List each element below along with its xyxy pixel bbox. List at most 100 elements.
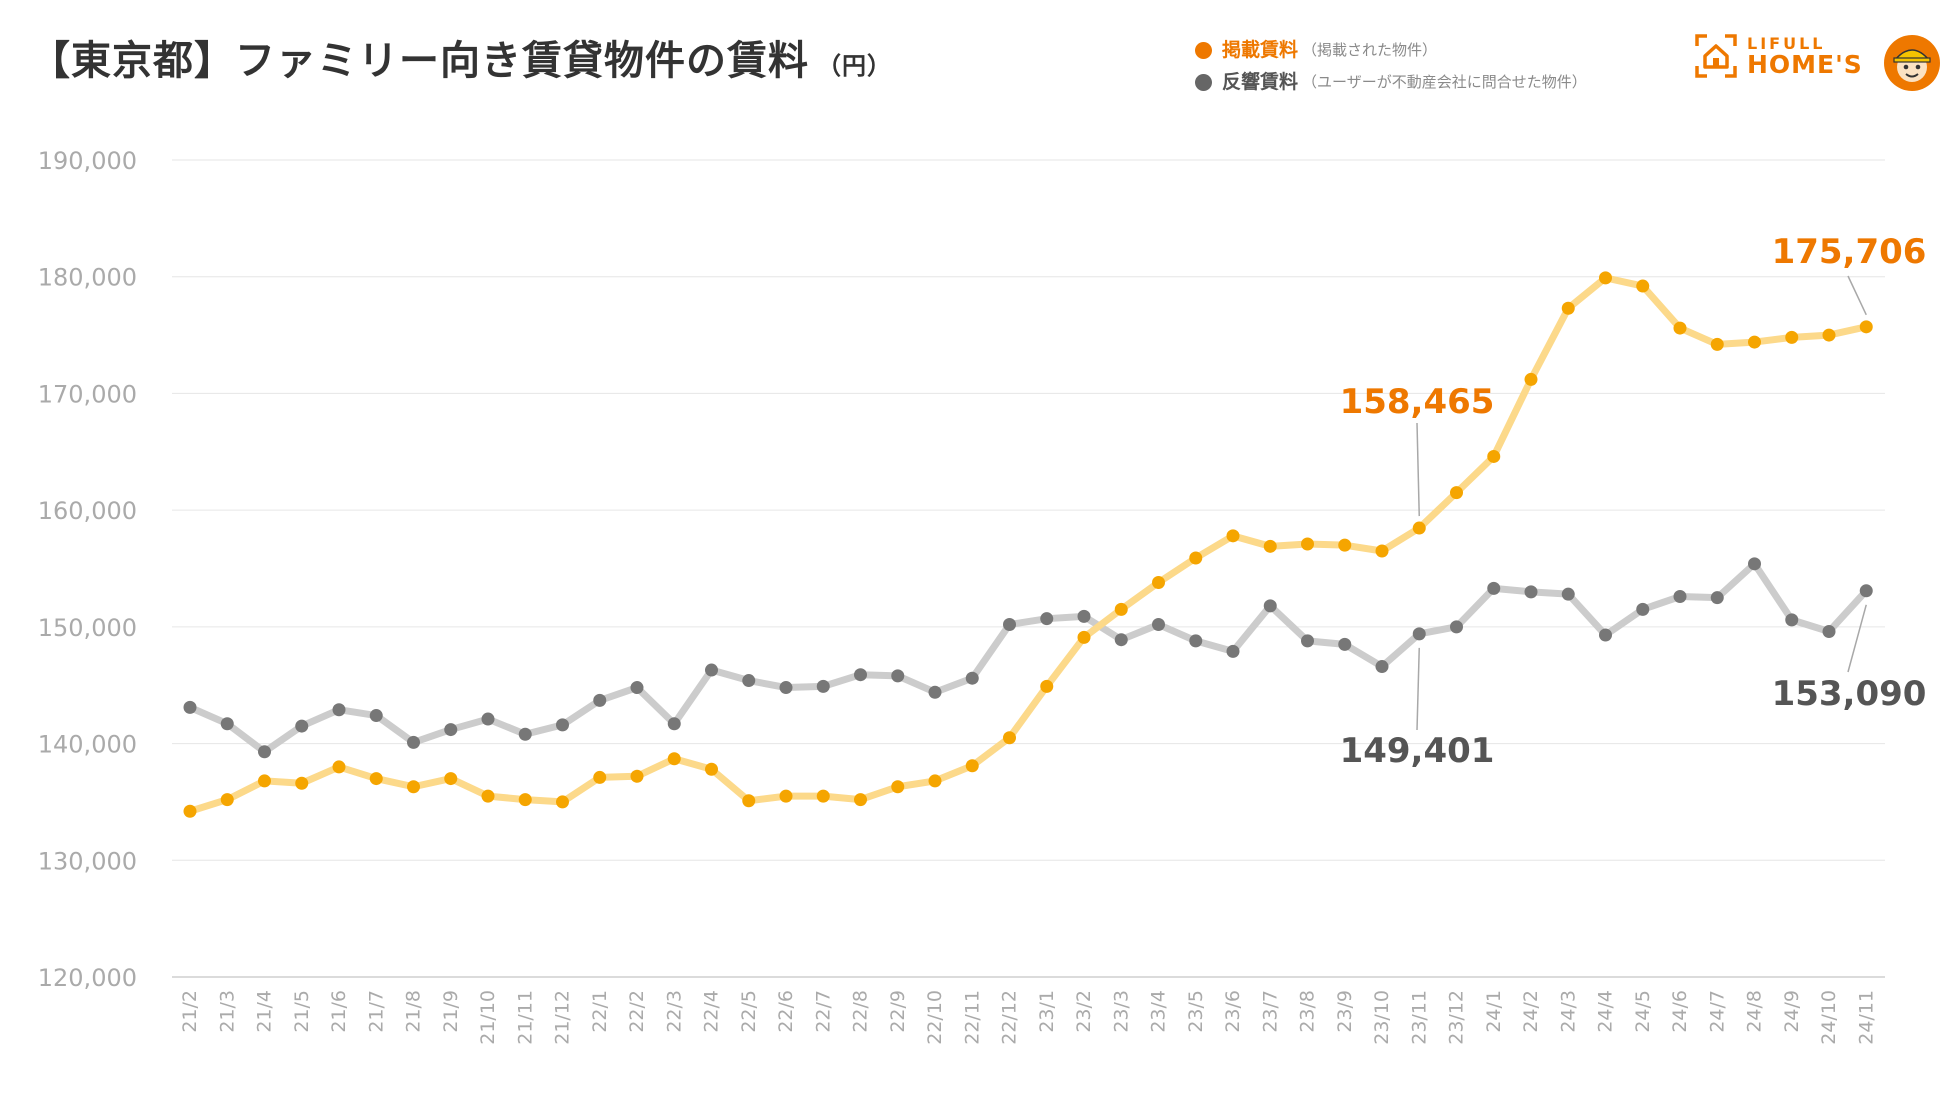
legend-label-inquiry-rent: 反響賃料: [1222, 71, 1299, 93]
house-icon: [1695, 34, 1737, 78]
x-tick-label: 23/10: [1371, 990, 1393, 1045]
legend-marker-listed-rent: [1195, 41, 1212, 59]
data-point: [1375, 660, 1389, 674]
data-point: [928, 774, 942, 788]
data-point: [1040, 679, 1054, 693]
data-point: [742, 794, 756, 808]
x-tick-label: 21/8: [403, 990, 425, 1033]
data-point: [518, 727, 532, 741]
x-tick-label: 22/8: [850, 990, 872, 1033]
x-tick-label: 23/2: [1073, 990, 1095, 1033]
x-tick-label: 22/12: [999, 990, 1021, 1045]
x-tick-label: 22/7: [812, 990, 834, 1033]
data-point: [295, 719, 309, 733]
chart-title-text: 【東京都】ファミリー向き賃貸物件の賃料: [30, 38, 809, 84]
series-line: [186, 560, 1870, 756]
y-tick-label: 160,000: [38, 497, 137, 525]
y-tick-label: 140,000: [38, 731, 137, 759]
x-tick-label: 24/9: [1781, 990, 1803, 1033]
x-tick-label: 24/11: [1855, 990, 1877, 1045]
data-point: [556, 795, 569, 809]
data-point: [1561, 587, 1575, 601]
annotation-leader-line: [1416, 647, 1420, 731]
data-point: [1263, 599, 1277, 613]
data-point: [1859, 320, 1873, 334]
data-point: [183, 700, 197, 714]
x-tick-label: 21/10: [477, 990, 499, 1045]
data-point: [407, 780, 420, 794]
chart-annotations: 158,465 175,706 149,401 153,090: [1340, 232, 1927, 771]
x-axis-tick-labels: 21/2 21/3 21/4 21/5 21/6 21/7 21/8 21/9 21/10 21/…: [179, 990, 1877, 1045]
x-tick-label: 23/1: [1036, 990, 1058, 1033]
chart-legend: 掲載賃料 （掲載された物件） 反響賃料 （ユーザーが不動産会社に問合せた物件）: [1195, 34, 1587, 98]
data-point: [1561, 301, 1575, 315]
x-tick-label: 22/2: [626, 990, 648, 1033]
x-tick-label: 21/5: [291, 990, 313, 1033]
data-point: [1450, 486, 1463, 500]
mascot-icon: [1884, 35, 1940, 91]
data-point: [1412, 627, 1426, 641]
data-point: [1003, 618, 1016, 632]
x-tick-label: 22/4: [701, 990, 723, 1033]
annotation-leader-line: [1416, 422, 1420, 517]
data-point: [742, 674, 756, 688]
data-point: [705, 663, 718, 677]
y-axis-tick-labels: 120,000 130,000 140,000 150,000 160,000 170,0…: [38, 147, 137, 992]
data-point: [1822, 328, 1836, 342]
data-point: [481, 789, 495, 803]
x-tick-label: 24/5: [1632, 990, 1654, 1033]
data-point: [1859, 584, 1873, 598]
x-tick-label: 21/9: [440, 990, 462, 1033]
x-tick-label: 24/2: [1520, 990, 1542, 1033]
data-point: [1412, 521, 1426, 535]
series-listed-rent: [183, 271, 1873, 818]
series-line: [186, 274, 1870, 815]
data-point: [1152, 618, 1165, 632]
chart-title: 【東京都】ファミリー向き賃貸物件の賃料 （円）: [30, 28, 892, 86]
data-point: [220, 717, 234, 731]
x-tick-label: 23/5: [1185, 990, 1207, 1033]
data-point: [965, 759, 979, 773]
x-tick-label: 23/9: [1334, 990, 1356, 1033]
data-point: [1748, 335, 1761, 349]
data-point: [1226, 644, 1240, 658]
x-tick-label: 23/6: [1222, 990, 1244, 1033]
data-point: [481, 712, 495, 726]
data-point: [444, 772, 458, 786]
data-point: [1189, 634, 1203, 648]
data-point: [444, 723, 458, 737]
data-point: [779, 681, 793, 695]
data-point: [220, 793, 234, 807]
x-tick-label: 21/2: [179, 990, 201, 1033]
x-tick-label: 22/3: [663, 990, 685, 1033]
data-point: [1114, 633, 1128, 647]
annotation-label: 153,090: [1772, 674, 1927, 714]
x-tick-label: 24/8: [1744, 990, 1766, 1033]
data-point: [593, 770, 607, 784]
data-point: [407, 735, 420, 749]
data-point: [183, 804, 197, 818]
series-inquiry-rent: [183, 557, 1873, 759]
data-point: [1301, 634, 1314, 648]
legend-label-listed-rent: 掲載賃料: [1222, 39, 1299, 61]
logo-text-line1: LIFULL: [1747, 33, 1826, 53]
data-point: [854, 668, 867, 682]
data-point: [369, 772, 383, 786]
data-point: [965, 671, 979, 685]
data-point: [1636, 279, 1650, 293]
data-point: [667, 752, 681, 766]
data-point: [1114, 602, 1128, 616]
annotation-label: 175,706: [1772, 232, 1927, 272]
logo-text-line2: HOME'S: [1747, 49, 1863, 79]
data-point: [928, 685, 942, 699]
data-point: [1599, 271, 1612, 285]
data-point: [816, 789, 830, 803]
data-point: [332, 760, 346, 774]
x-tick-label: 24/6: [1669, 990, 1691, 1033]
data-point: [1524, 372, 1538, 386]
x-tick-label: 23/7: [1259, 990, 1281, 1033]
data-point: [1003, 731, 1016, 745]
data-point: [779, 789, 793, 803]
data-point: [1301, 537, 1314, 551]
data-point: [1375, 544, 1389, 558]
